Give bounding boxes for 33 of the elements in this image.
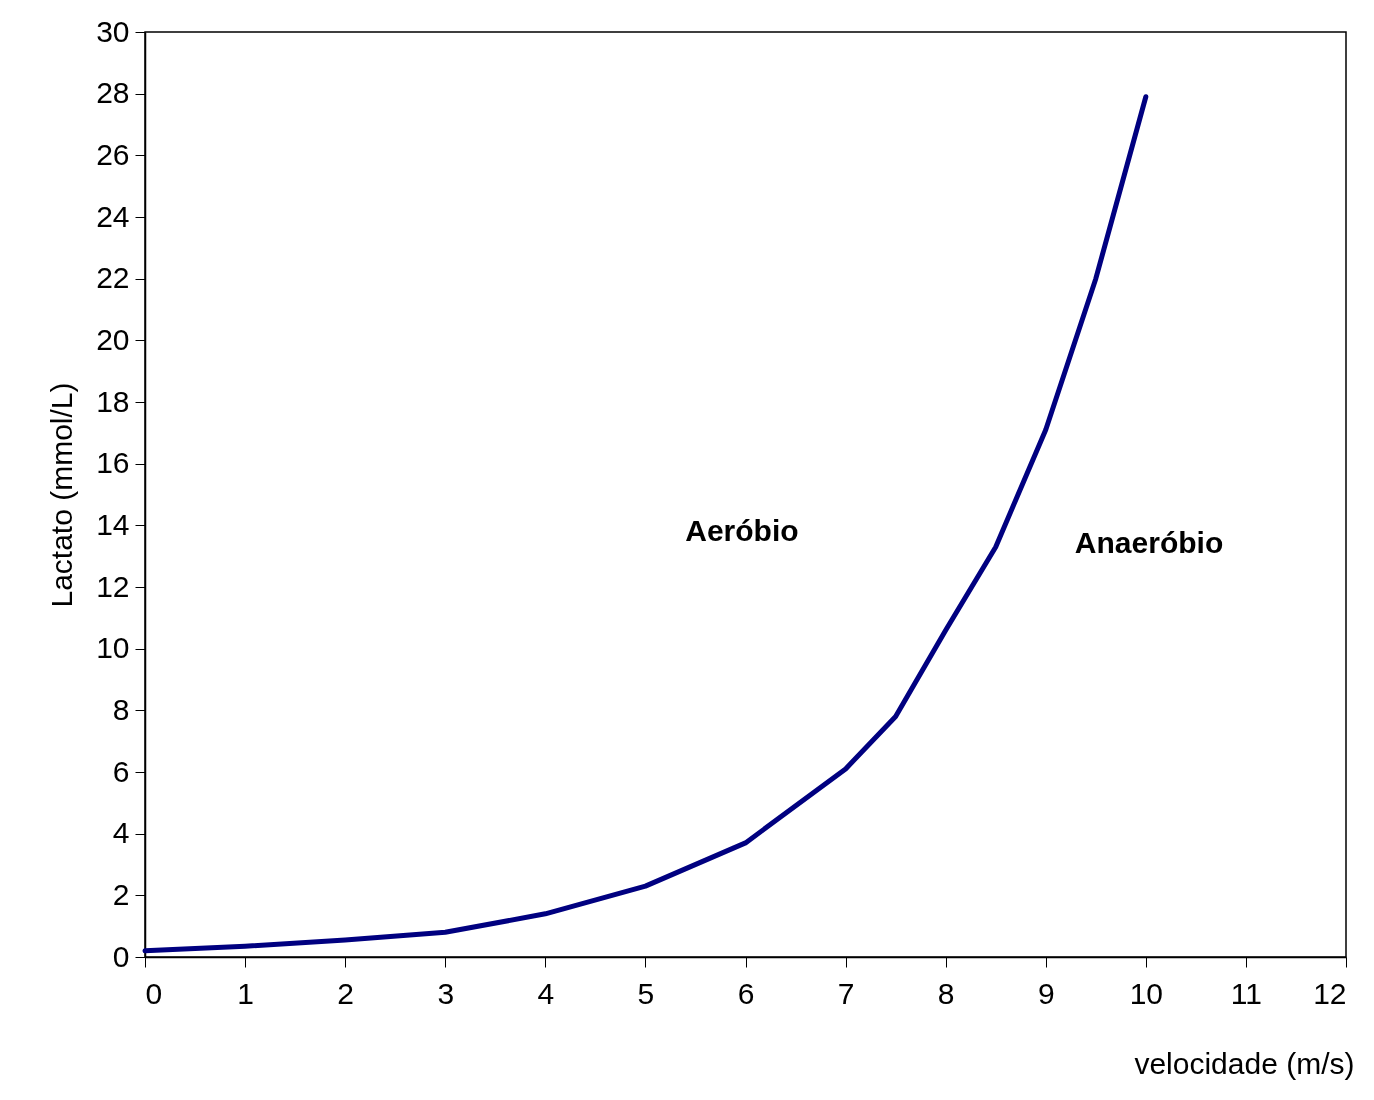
y-tick-label: 6 bbox=[112, 754, 130, 788]
y-tick-label: 18 bbox=[96, 384, 130, 418]
annotation: Aeróbio bbox=[685, 513, 799, 547]
x-tick-label: 2 bbox=[337, 976, 355, 1010]
x-tick-label: 3 bbox=[437, 976, 455, 1010]
x-tick-label: 9 bbox=[1037, 976, 1055, 1010]
x-tick-label: 11 bbox=[1230, 976, 1262, 1010]
y-tick-label: 10 bbox=[96, 631, 130, 665]
x-tick-label: 0 bbox=[145, 976, 163, 1010]
x-tick-label: 6 bbox=[737, 976, 755, 1010]
y-tick-label: 12 bbox=[96, 569, 130, 603]
y-tick-label: 16 bbox=[96, 446, 130, 480]
x-tick-label: 1 bbox=[237, 976, 254, 1010]
x-tick-label: 5 bbox=[637, 976, 655, 1010]
y-axis-title: Lactato (mmol/L) bbox=[45, 382, 79, 608]
annotation: Anaeróbio bbox=[1074, 525, 1224, 559]
y-tick-label: 20 bbox=[96, 322, 130, 356]
x-tick-label: 7 bbox=[837, 976, 855, 1010]
y-tick-label: 22 bbox=[96, 261, 130, 295]
y-tick-label: 8 bbox=[112, 692, 130, 726]
y-tick-label: 4 bbox=[112, 816, 130, 850]
x-axis-title: velocidade (m/s) bbox=[1134, 1046, 1355, 1080]
y-tick-label: 26 bbox=[96, 137, 130, 171]
y-tick-label: 14 bbox=[96, 507, 130, 541]
y-tick-label: 0 bbox=[112, 939, 130, 973]
y-tick-label: 28 bbox=[96, 76, 130, 110]
x-tick-label: 10 bbox=[1129, 976, 1164, 1010]
x-tick-label: 4 bbox=[537, 976, 555, 1010]
y-tick-label: 24 bbox=[96, 199, 130, 233]
x-tick-label: 8 bbox=[937, 976, 955, 1010]
y-tick-label: 2 bbox=[112, 877, 130, 911]
y-tick-label: 30 bbox=[96, 14, 130, 48]
x-tick-label: 12 bbox=[1313, 976, 1347, 1010]
